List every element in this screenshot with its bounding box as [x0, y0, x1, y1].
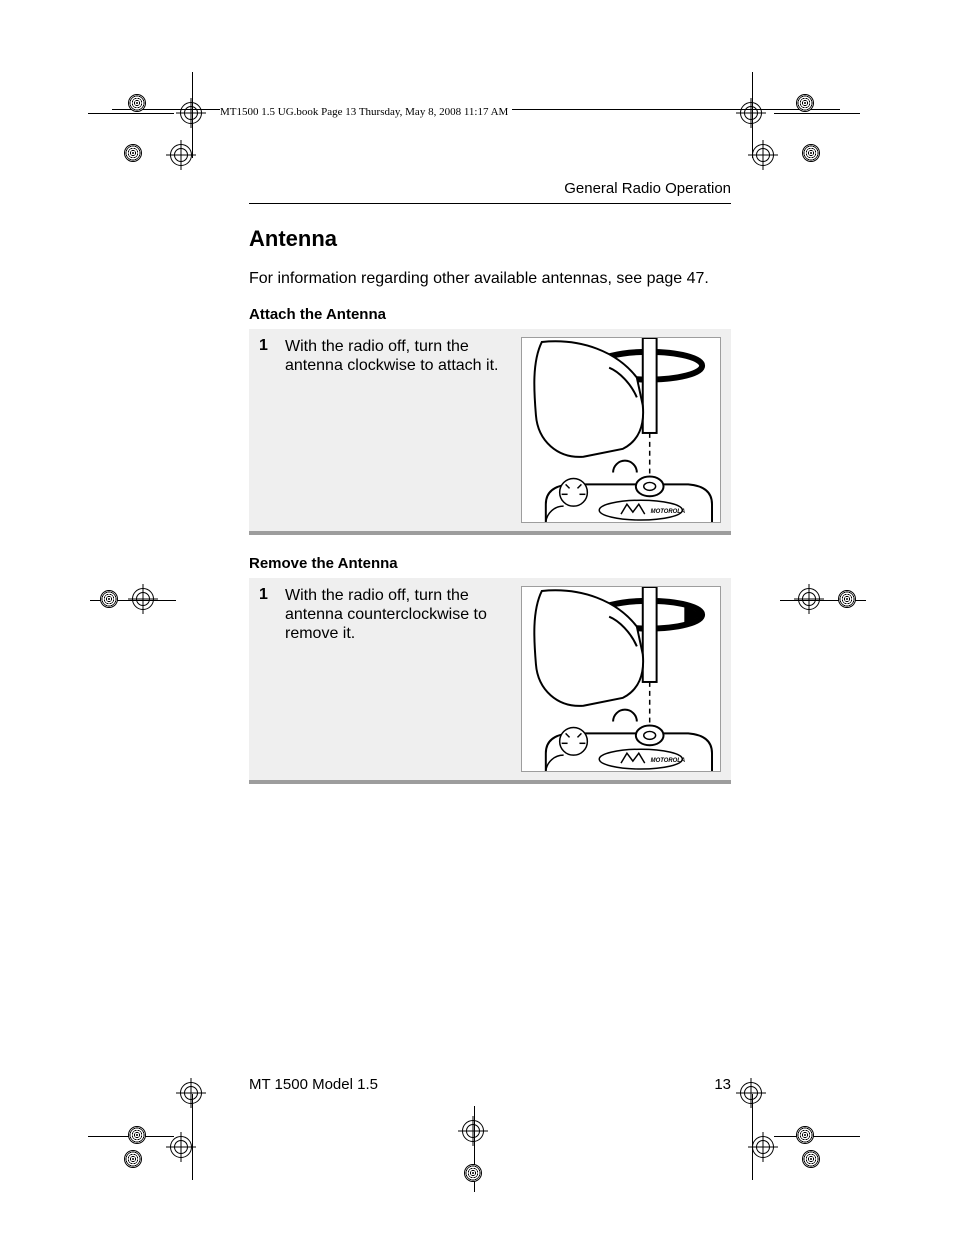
footer-page-number: 13: [714, 1076, 731, 1093]
attach-step-number: 1: [259, 337, 271, 523]
running-head: General Radio Operation: [249, 180, 731, 203]
attach-heading: Attach the Antenna: [249, 306, 731, 323]
remove-step-text: With the radio off, turn the antenna cou…: [285, 586, 507, 772]
crop-mark-top-right: [730, 72, 880, 202]
remove-antenna-icon: MOTOROLA: [522, 587, 720, 771]
footer-model: MT 1500 Model 1.5: [249, 1076, 378, 1093]
remove-step-block: 1 With the radio off, turn the antenna c…: [249, 578, 731, 784]
page-content: General Radio Operation Antenna For info…: [249, 180, 731, 804]
svg-text:MOTOROLA: MOTOROLA: [651, 758, 685, 764]
bookfile-header: MT1500 1.5 UG.book Page 13 Thursday, May…: [112, 109, 840, 110]
crop-mark-top-left: [88, 72, 218, 202]
page-footer: MT 1500 Model 1.5 13: [249, 1076, 731, 1093]
remove-illustration: MOTOROLA: [521, 586, 721, 772]
header-rule: [249, 203, 731, 204]
crop-mark-bottom-left: [88, 1040, 218, 1190]
crop-mark-mid-right: [764, 570, 874, 640]
attach-antenna-icon: MOTOROLA: [522, 338, 720, 522]
intro-text: For information regarding other availabl…: [249, 270, 731, 288]
crop-mark-bottom-mid: [432, 1092, 522, 1202]
crop-mark-bottom-right: [730, 1040, 880, 1190]
attach-step-block: 1 With the radio off, turn the antenna c…: [249, 329, 731, 535]
remove-step-number: 1: [259, 586, 271, 772]
attach-step-text: With the radio off, turn the antenna clo…: [285, 337, 507, 523]
bookfile-header-text: MT1500 1.5 UG.book Page 13 Thursday, May…: [220, 106, 512, 118]
section-title: Antenna: [249, 226, 731, 252]
crop-mark-mid-left: [90, 570, 190, 640]
remove-heading: Remove the Antenna: [249, 555, 731, 572]
svg-text:MOTOROLA: MOTOROLA: [651, 509, 685, 515]
attach-illustration: MOTOROLA: [521, 337, 721, 523]
